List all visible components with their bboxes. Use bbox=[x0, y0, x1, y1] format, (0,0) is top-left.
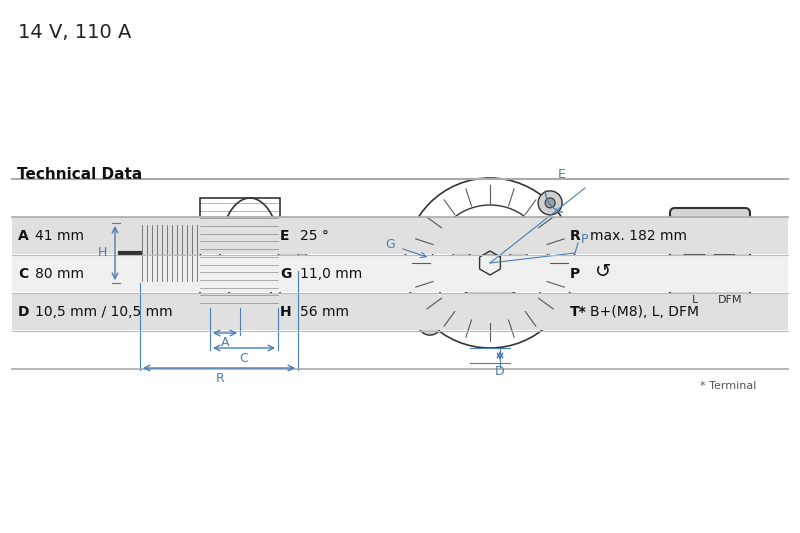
Circle shape bbox=[418, 311, 442, 335]
Text: Technical Data: Technical Data bbox=[17, 167, 142, 182]
Text: 80 mm: 80 mm bbox=[35, 267, 84, 281]
FancyBboxPatch shape bbox=[12, 255, 788, 292]
Text: E: E bbox=[558, 168, 566, 181]
Circle shape bbox=[545, 198, 555, 208]
FancyBboxPatch shape bbox=[684, 250, 704, 264]
FancyBboxPatch shape bbox=[278, 235, 298, 271]
Text: R: R bbox=[216, 372, 224, 384]
Circle shape bbox=[468, 241, 512, 285]
FancyBboxPatch shape bbox=[140, 223, 200, 283]
Text: D: D bbox=[18, 305, 30, 319]
Text: L: L bbox=[692, 295, 698, 305]
Text: 25 °: 25 ° bbox=[300, 229, 329, 243]
Text: DFM: DFM bbox=[718, 295, 742, 305]
FancyBboxPatch shape bbox=[298, 243, 306, 263]
Circle shape bbox=[425, 318, 435, 328]
Text: H: H bbox=[98, 246, 106, 260]
Text: 56 mm: 56 mm bbox=[300, 305, 349, 319]
Text: ↺: ↺ bbox=[595, 262, 611, 281]
Text: G: G bbox=[385, 238, 395, 251]
Text: T*: T* bbox=[570, 305, 586, 319]
FancyBboxPatch shape bbox=[220, 308, 250, 323]
FancyBboxPatch shape bbox=[12, 217, 788, 254]
Text: G: G bbox=[280, 267, 291, 281]
Text: 10,5 mm / 10,5 mm: 10,5 mm / 10,5 mm bbox=[35, 305, 173, 319]
Text: 11,0 mm: 11,0 mm bbox=[300, 267, 362, 281]
Circle shape bbox=[484, 257, 496, 269]
Text: H: H bbox=[280, 305, 292, 319]
Polygon shape bbox=[480, 251, 500, 275]
Text: * Terminal: * Terminal bbox=[700, 381, 756, 391]
FancyBboxPatch shape bbox=[670, 208, 750, 298]
Text: 41 mm: 41 mm bbox=[35, 229, 84, 243]
FancyBboxPatch shape bbox=[12, 293, 788, 330]
Text: A: A bbox=[221, 336, 230, 350]
Text: 14 V, 110 A: 14 V, 110 A bbox=[18, 23, 131, 42]
Text: E: E bbox=[280, 229, 290, 243]
Text: max. 182 mm: max. 182 mm bbox=[590, 229, 687, 243]
Circle shape bbox=[452, 225, 528, 301]
Text: P: P bbox=[570, 267, 580, 281]
Text: C: C bbox=[240, 351, 248, 365]
Text: P: P bbox=[582, 233, 589, 246]
FancyBboxPatch shape bbox=[714, 250, 734, 264]
Text: C: C bbox=[18, 267, 28, 281]
Text: D: D bbox=[495, 365, 505, 378]
Circle shape bbox=[538, 191, 562, 215]
Text: R: R bbox=[570, 229, 581, 243]
Text: A: A bbox=[18, 229, 29, 243]
Text: B+(M8), L, DFM: B+(M8), L, DFM bbox=[590, 305, 699, 319]
